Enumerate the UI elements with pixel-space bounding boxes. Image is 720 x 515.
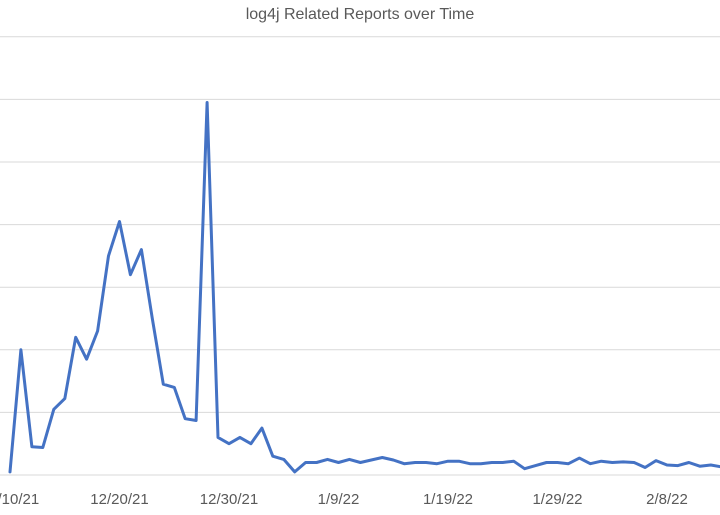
series-line <box>8 101 720 474</box>
chart-title: log4j Related Reports over Time <box>245 6 475 23</box>
series-layer <box>8 101 720 474</box>
x-tick-label: 1/29/22 <box>532 491 582 508</box>
x-tick-labels: 12/10/21 12/20/21 12/30/21 1/9/22 1/19/22 1/2… <box>0 491 688 508</box>
x-tick-label: 2/8/22 <box>646 491 688 508</box>
x-tick-label: 1/19/22 <box>423 491 473 508</box>
x-tick-label: 12/20/21 <box>90 491 148 508</box>
x-tick-label: 1/9/22 <box>318 491 360 508</box>
x-tick-label: 12/10/21 <box>0 491 39 508</box>
gridlines <box>0 36 720 413</box>
x-tick-label: 12/30/21 <box>200 491 258 508</box>
